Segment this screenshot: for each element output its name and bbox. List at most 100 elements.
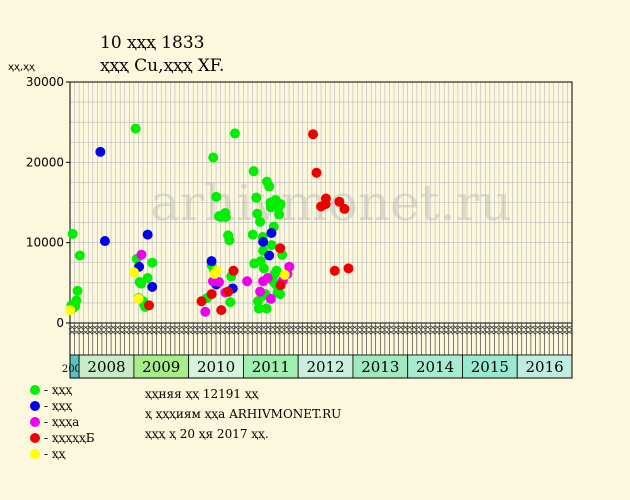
data-point-series-3 (339, 203, 350, 214)
month-label: ҳҳ (173, 325, 182, 335)
source-notes: ҳҳняя ҳҳ 12191 ҳҳ ҳ ҳҳҳиям ҳҳa ARHIVMONE… (145, 384, 341, 444)
data-point-series-1 (147, 281, 158, 292)
month-label: ҳҳ (109, 325, 118, 335)
month-label: ҳҳ (237, 325, 246, 335)
data-point-series-3 (320, 193, 331, 204)
year-label: 2007 (62, 364, 87, 375)
month-label: ҳҳ (127, 325, 136, 335)
month-label: ҳҳ (145, 325, 154, 335)
data-point-series-0 (136, 278, 147, 289)
data-point-series-4 (133, 293, 144, 304)
month-label: ҳҳ (442, 325, 451, 335)
legend-dot-magenta (30, 417, 40, 427)
month-label: ҳҳ (497, 325, 506, 335)
month-label: ҳҳ (552, 325, 561, 335)
data-point-series-2 (136, 249, 147, 260)
data-point-series-0 (220, 211, 231, 222)
year-label: 2010 (197, 358, 235, 376)
month-label: ҳҳ (95, 325, 104, 335)
legend-label-green: - ҳҳҳ (44, 383, 73, 397)
data-point-series-0 (248, 166, 259, 177)
month-label: ҳҳ (77, 325, 86, 335)
data-point-series-3 (275, 280, 286, 291)
y-tick-label: 0 (56, 316, 64, 330)
month-label: ҳҳ (132, 325, 141, 335)
month-label: ҳҳ (355, 325, 364, 335)
data-point-series-0 (251, 192, 262, 203)
data-point-series-3 (223, 286, 234, 297)
month-label: ҳҳ (469, 325, 478, 335)
month-label: ҳҳ (492, 325, 501, 335)
month-label: ҳҳ (419, 325, 428, 335)
month-label: ҳҳ (72, 325, 81, 335)
month-label: ҳҳ (255, 325, 264, 335)
notes-line-2: ҳ ҳҳҳиям ҳҳa ARHIVMONET.RU (145, 407, 342, 421)
data-point-series-0 (266, 240, 277, 251)
month-label: ҳҳ (182, 325, 191, 335)
month-label: ҳҳ (506, 325, 515, 335)
data-point-series-0 (147, 257, 158, 268)
data-point-series-0 (274, 209, 285, 220)
month-label: ҳҳ (474, 325, 483, 335)
year-label: 2013 (361, 358, 399, 376)
month-label: ҳҳ (483, 325, 492, 335)
data-point-series-0 (258, 263, 269, 274)
month-label: ҳҳ (456, 325, 465, 335)
month-label: ҳҳ (200, 325, 209, 335)
data-point-series-0 (247, 229, 258, 240)
notes-line-3: ҳҳҳ ҳ 20 ҳя 2017 ҳҳ. (145, 427, 269, 441)
month-label: ҳҳ (86, 325, 95, 335)
data-point-series-3 (311, 167, 322, 178)
month-label: ҳҳ (351, 325, 360, 335)
month-label: ҳҳ (364, 325, 373, 335)
month-label: ҳҳ (392, 325, 401, 335)
month-label: ҳҳ (246, 325, 255, 335)
data-point-series-3 (334, 196, 345, 207)
data-point-series-0 (275, 199, 286, 210)
month-label: ҳҳ (360, 325, 369, 335)
month-label: ҳҳ (447, 325, 456, 335)
data-point-series-3 (206, 289, 217, 300)
month-label: ҳҳ (460, 325, 469, 335)
y-tick-label: 20000 (26, 155, 64, 169)
year-label: 2011 (252, 358, 290, 376)
month-label: ҳҳ (310, 325, 319, 335)
month-label: ҳҳ (113, 325, 122, 335)
month-label: ҳҳ (278, 325, 287, 335)
data-point-series-0 (253, 303, 264, 314)
month-label: ҳҳ (332, 325, 341, 335)
month-label: ҳҳ (501, 325, 510, 335)
month-label: ҳҳ (287, 325, 296, 335)
month-label: ҳҳ (533, 325, 542, 335)
data-point-series-4 (211, 265, 222, 276)
month-label: ҳҳ (378, 325, 387, 335)
year-label: 2012 (306, 358, 344, 376)
data-point-series-0 (229, 128, 240, 139)
month-label: ҳҳ (205, 325, 214, 335)
month-label: ҳҳ (383, 325, 392, 335)
month-label: ҳҳ (164, 325, 173, 335)
year-label: 2015 (471, 358, 509, 376)
notes-line-1: ҳҳняя ҳҳ 12191 ҳҳ (145, 387, 259, 401)
month-label: ҳҳ (314, 325, 323, 335)
month-label: ҳҳ (123, 325, 132, 335)
data-point-series-3 (196, 296, 207, 307)
month-label: ҳҳ (538, 325, 547, 335)
data-point-series-2 (214, 277, 225, 288)
price-scatter-chart: arhivmonet.ru0100002000030000ҳҳҳҳҳҳҳҳҳҳҳ… (26, 75, 574, 379)
y-tick-label: 30000 (26, 75, 64, 89)
month-label: ҳҳ (136, 325, 145, 335)
month-label: ҳҳ (150, 325, 159, 335)
data-point-series-0 (72, 285, 83, 296)
month-label: ҳҳ (547, 325, 556, 335)
legend-label-magenta: - ҳҳҳa (44, 415, 80, 429)
month-label: ҳҳ (374, 325, 383, 335)
month-label: ҳҳ (342, 325, 351, 335)
data-point-series-1 (264, 250, 275, 261)
data-point-series-3 (343, 263, 354, 274)
month-label: ҳҳ (282, 325, 291, 335)
year-label: 2008 (87, 358, 125, 376)
legend-label-yellow: - ҳҳ (44, 447, 66, 461)
month-label: ҳҳ (154, 325, 163, 335)
month-label: ҳҳ (323, 325, 332, 335)
